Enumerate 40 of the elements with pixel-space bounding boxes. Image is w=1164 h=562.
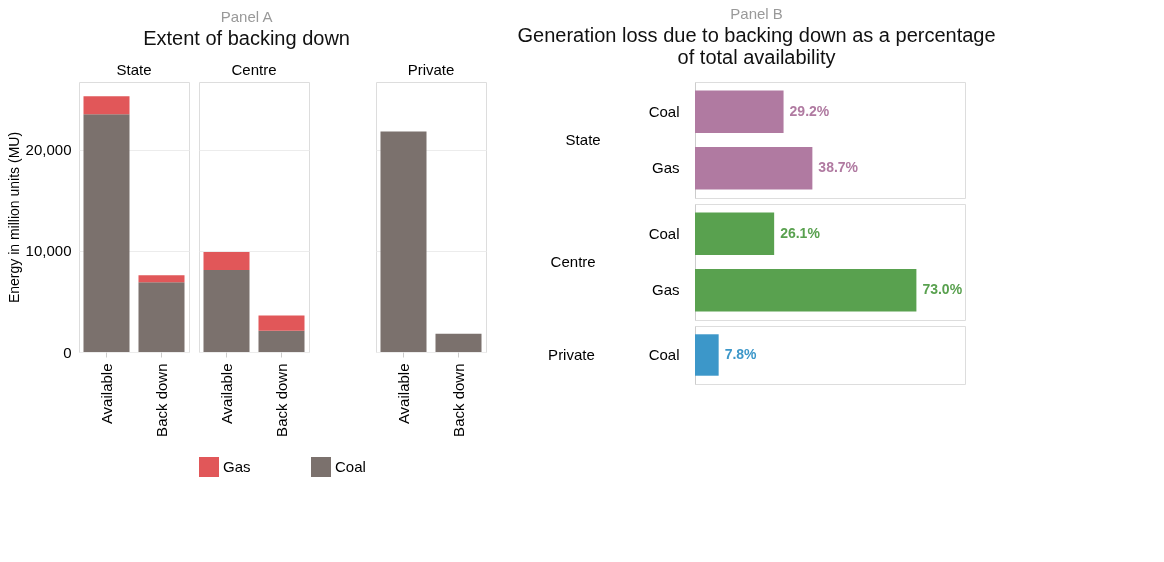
y-tick-label: 10,000 — [25, 242, 72, 260]
chart-title: Private — [407, 61, 455, 78]
bar — [138, 282, 185, 352]
y-axis-title: Energy in million units (MU) — [5, 131, 22, 304]
x-tick-label: Available — [217, 363, 235, 425]
y-tick-label: 20,000 — [25, 141, 72, 159]
y-tick-label: Coal — [648, 346, 680, 363]
bar — [258, 315, 305, 331]
data-label: 38.7% — [818, 159, 859, 176]
y-tick-label: Coal — [648, 224, 680, 242]
bar — [83, 96, 130, 115]
bar — [203, 270, 250, 352]
bar — [258, 330, 305, 352]
y-tick-label: Gas — [651, 281, 680, 299]
text: Private — [548, 346, 595, 363]
text: Generation loss due to backing down as a percentage of total availability — [517, 23, 996, 68]
text: Panel B — [730, 4, 783, 22]
bar — [83, 114, 130, 352]
data-label: 7.8% — [724, 346, 758, 362]
x-tick-label: Back down — [449, 363, 467, 437]
data-label: 26.1% — [780, 224, 821, 241]
chart-title: Centre — [231, 61, 277, 78]
chart-title: State — [116, 61, 152, 78]
x-tick-label: Available — [394, 363, 412, 425]
bar — [138, 275, 185, 283]
legend-label: Coal — [335, 458, 366, 475]
text: Centre — [550, 253, 596, 270]
data-label: 29.2% — [789, 102, 830, 119]
text: State — [565, 131, 601, 148]
legend-label: Gas — [223, 458, 251, 475]
text: Panel A — [220, 7, 273, 25]
x-tick-label: Back down — [272, 363, 290, 437]
y-tick-label: Gas — [651, 159, 680, 177]
x-tick-label: Available — [97, 363, 115, 425]
x-tick-label: Back down — [152, 363, 170, 437]
y-tick-label: 0 — [63, 343, 72, 361]
bar — [203, 251, 250, 271]
text: Extent of backing down — [143, 26, 350, 49]
data-label: 73.0% — [922, 281, 963, 298]
y-tick-label: Coal — [648, 102, 680, 120]
